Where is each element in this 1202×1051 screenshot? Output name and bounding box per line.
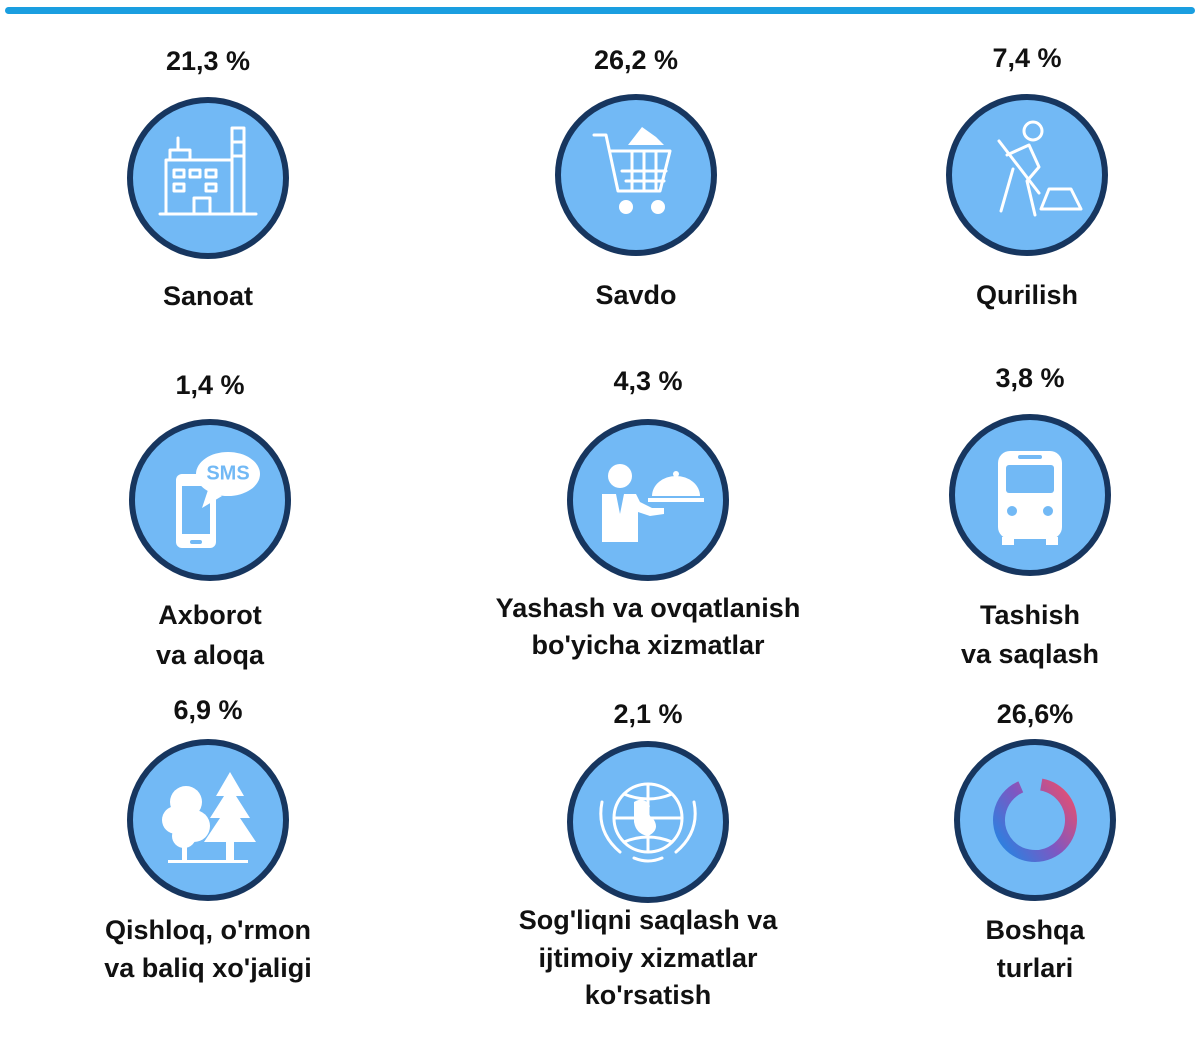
category-label: ijtimoiy xizmatlar: [538, 943, 758, 973]
category-label: Sog'liqni saqlash va: [519, 905, 778, 935]
category-label: Boshqa: [985, 915, 1085, 945]
icon: [998, 451, 1062, 545]
category-label: Qurilish: [976, 280, 1078, 310]
top-rule: [5, 7, 1195, 14]
percent-label: 26,2 %: [594, 45, 678, 75]
category-label: Yashash va ovqatlanish: [496, 593, 801, 623]
percent-label: 1,4 %: [175, 370, 244, 400]
percent-label: 3,8 %: [995, 363, 1064, 393]
category-label: turlari: [997, 953, 1074, 983]
category-label: Tashish: [980, 600, 1080, 630]
percent-label: 26,6%: [997, 699, 1074, 729]
category-label: va saqlash: [961, 639, 1099, 669]
percent-label: 4,3 %: [613, 366, 682, 396]
icon-circle: [954, 739, 1116, 901]
category-label: bo'yicha xizmatlar: [531, 630, 764, 660]
percent-label: 21,3 %: [166, 46, 250, 76]
category-label: va baliq xo'jaligi: [104, 953, 311, 983]
category-label: ko'rsatish: [585, 980, 711, 1010]
percent-label: 2,1 %: [613, 699, 682, 729]
icon-circle: [555, 94, 717, 256]
category-label: va aloqa: [156, 640, 265, 670]
percent-label: 7,4 %: [992, 43, 1061, 73]
category-label: Axborot: [158, 600, 262, 630]
percent-label: 6,9 %: [173, 695, 242, 725]
category-label: Sanoat: [163, 281, 253, 311]
category-label: Savdo: [595, 280, 676, 310]
icon-text: SMS: [206, 462, 249, 484]
category-label: Qishloq, o'rmon: [105, 915, 311, 945]
